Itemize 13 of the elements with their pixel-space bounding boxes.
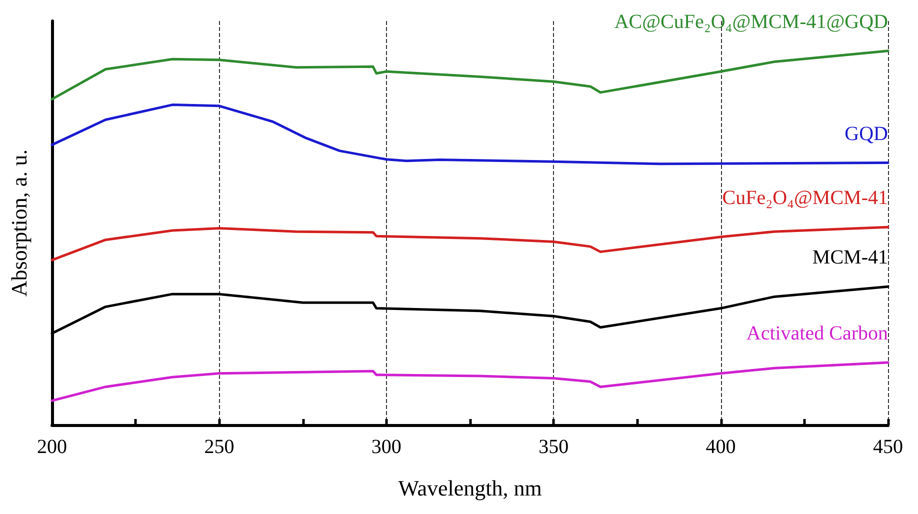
x-tick-label: 400 xyxy=(706,436,736,458)
x-tick-label: 350 xyxy=(538,436,569,458)
x-axis-title: Wavelength, nm xyxy=(398,476,542,500)
x-tick-label: 250 xyxy=(204,436,234,458)
series-label: CuFe₂O₄@MCM-41 xyxy=(722,187,888,210)
series-label: GQD xyxy=(844,122,888,145)
y-axis-title: Absorption, a. u. xyxy=(6,149,32,297)
series-label: MCM-41 xyxy=(812,246,888,269)
x-tick-label: 450 xyxy=(873,436,903,458)
series-label: AC@CuFe₂O₄@MCM-41@GQD xyxy=(614,10,888,33)
series-label: Activated Carbon xyxy=(746,322,888,345)
x-tick-label: 300 xyxy=(371,436,402,458)
x-tick-label: 200 xyxy=(37,436,67,458)
